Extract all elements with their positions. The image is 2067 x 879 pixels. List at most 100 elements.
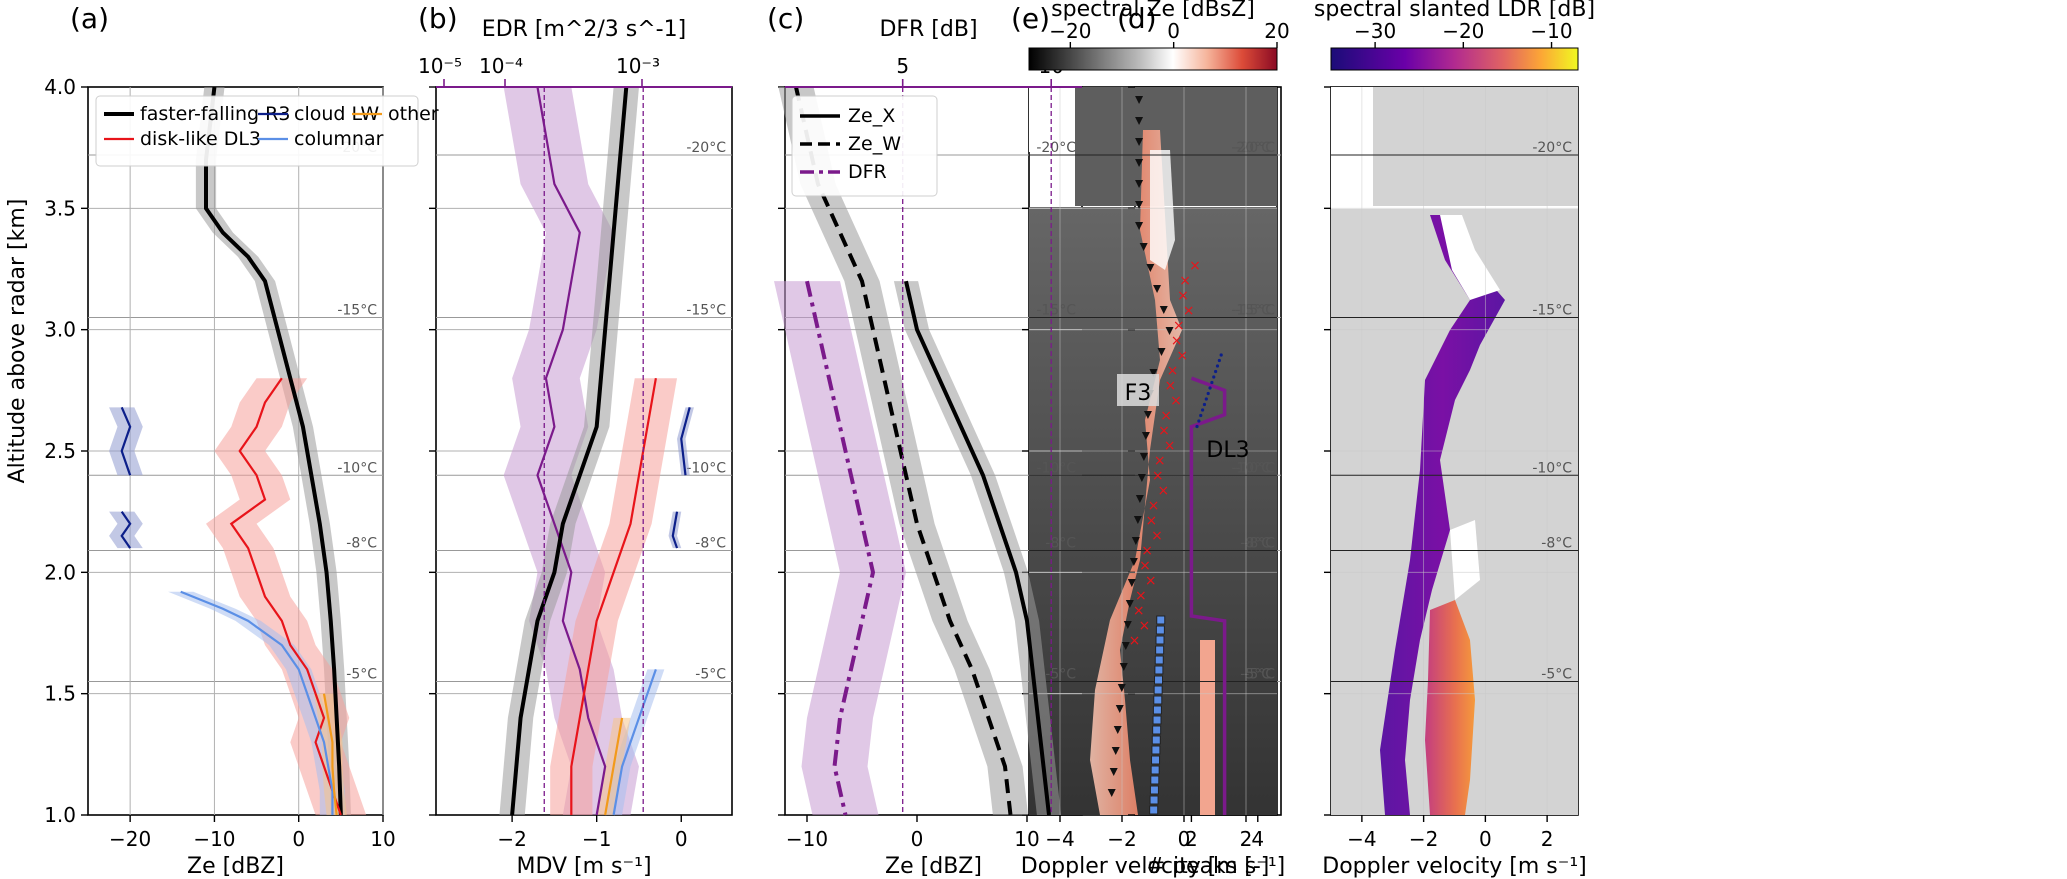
temperature-label: -15°C (686, 303, 726, 319)
top-axis-label-edr: EDR [m^2/3 s^-1] (482, 17, 686, 42)
legend-a: faster-falling R3 disk-like DL3 cloud LW co… (95, 95, 439, 167)
x-tick-label-d: 2 (1185, 827, 1198, 851)
peak-marker-f3 (1149, 369, 1158, 377)
y-tick-label: 4.0 (44, 75, 76, 99)
x-tick-label-e1: −2 (1107, 827, 1136, 851)
temperature-label: -20°C (1235, 140, 1275, 156)
peak-marker-columnar (1151, 745, 1161, 755)
colorbar-tick-label-e2: −20 (1442, 19, 1484, 43)
colorbar-tick-label-e1: 20 (1264, 19, 1289, 43)
temperature-label: -8°C (1240, 535, 1271, 551)
peak-marker-columnar (1152, 715, 1162, 725)
peak-marker-f3 (1135, 138, 1144, 146)
legend-box (95, 95, 419, 167)
x-tick-label-a: −10 (193, 827, 235, 851)
peak-marker-cloud-lw (1214, 369, 1218, 374)
peak-marker-cloud-lw (1217, 358, 1221, 363)
x-tick-label-b: −2 (497, 827, 526, 851)
peak-marker-f3 (1125, 600, 1134, 608)
series-line-b-r3 (510, 86, 629, 816)
peak-marker-f3 (1129, 558, 1138, 566)
peak-marker-dl3: × (1183, 303, 1195, 319)
panel-label: (e) (1011, 2, 1050, 35)
peak-marker-dl3: × (1157, 483, 1169, 499)
peak-marker-dl3: × (1133, 603, 1145, 619)
x-tick-label-e1: 0 (1178, 827, 1191, 851)
temperature-label: -20°C (1036, 140, 1076, 156)
series-line-b-cloud_lw (680, 407, 691, 476)
peak-marker-f3 (1146, 264, 1155, 272)
temperature-label: -8°C (346, 535, 377, 551)
peak-marker-dl3: × (1170, 393, 1182, 409)
x-axis-label-e1: Doppler velocity [m s⁻¹] (1021, 854, 1285, 879)
temperature-label: -10°C (1235, 460, 1275, 476)
y-tick-label: 1.5 (44, 682, 76, 706)
series-line-a-cloud_lw (120, 511, 132, 549)
x-tick-label-a: 0 (292, 827, 305, 851)
peak-marker-f3 (1139, 243, 1148, 251)
peak-marker-dl3: × (1177, 288, 1189, 304)
temperature-label: -8°C (1045, 535, 1076, 551)
temperature-label: -15°C (1532, 303, 1572, 319)
peak-marker-dl3: × (1189, 258, 1201, 274)
top-axis-label-dfr: DFR [dB] (879, 17, 977, 42)
peak-marker-columnar (1155, 625, 1165, 635)
x-axis-label-a: Ze [dBZ] (187, 854, 284, 879)
peak-marker-f3 (1131, 537, 1140, 545)
x-tick-label-e2: 2 (1541, 827, 1554, 851)
peak-marker-f3 (1137, 474, 1146, 482)
peak-marker-f3 (1107, 789, 1116, 797)
peak-marker-columnar (1154, 675, 1164, 685)
series-line-a-cloud_lw (120, 406, 132, 476)
peak-marker-cloud-lw (1206, 391, 1210, 396)
peak-marker-cloud-lw (1215, 364, 1220, 368)
x-axis-label-b: MDV [m s⁻¹] (516, 854, 651, 879)
peak-marker-columnar (1153, 695, 1163, 705)
annotation-f3: F3 (1125, 381, 1152, 406)
panel-label: (c) (767, 2, 804, 35)
temperature-label: -20°C (1532, 140, 1572, 156)
peak-marker-f3 (1113, 726, 1122, 734)
x-tick-label-c: 10 (1014, 827, 1039, 851)
peak-marker-dl3: × (1145, 573, 1157, 589)
series-line-b-columnar (612, 669, 657, 816)
peak-marker-dl3: × (1176, 348, 1188, 364)
peak-marker-f3 (1135, 495, 1144, 503)
peak-marker-dl3: × (1139, 558, 1151, 574)
series-line-a-columnar (180, 590, 334, 815)
top-tick-label-dfr: 5 (896, 54, 909, 78)
legend-label-cloud_lw: cloud LW (294, 103, 379, 125)
colorbar-tick-label-e2: −30 (1354, 19, 1396, 43)
series-line-a-other (322, 693, 338, 816)
y-tick-label: 1.0 (44, 803, 76, 827)
peak-marker-columnar (1149, 795, 1159, 805)
peak-marker-dl3: × (1167, 363, 1179, 379)
peak-marker-dl3: × (1152, 468, 1164, 484)
colorbar-tick-label-e1: −20 (1049, 19, 1091, 43)
peak-marker-dl3: × (1158, 423, 1170, 439)
temperature-label: -15°C (337, 303, 377, 319)
peak-marker-dl3: × (1164, 438, 1176, 454)
series-line-c-r3 (794, 86, 1013, 816)
temperature-label: -20°C (1231, 140, 1271, 156)
peak-marker-columnar (1155, 635, 1165, 645)
peak-marker-f3 (1135, 180, 1144, 188)
temperature-label: -15°C (1231, 303, 1271, 319)
peak-marker-columnar (1149, 805, 1159, 815)
temperature-label: -5°C (1244, 667, 1275, 683)
temperature-label: -5°C (346, 667, 377, 683)
series-line-a-r3 (204, 86, 343, 816)
peak-marker-f3 (1157, 348, 1166, 356)
peak-marker-f3 (1135, 201, 1144, 209)
peak-marker-columnar (1151, 735, 1161, 745)
series-line-b-cloud_lw (671, 511, 679, 549)
x-tick-label-c: −10 (786, 827, 828, 851)
peak-marker-f3 (1109, 768, 1118, 776)
x-tick-label-e2: −4 (1347, 827, 1376, 851)
peak-marker-cloud-lw (1204, 397, 1208, 401)
colorbar-label-e2: spectral slanted LDR [dB] (1314, 0, 1595, 22)
x-tick-label-e2: 0 (1479, 827, 1492, 851)
series-line-c-r3 (904, 280, 1051, 816)
temperature-label: -5°C (1541, 667, 1572, 683)
